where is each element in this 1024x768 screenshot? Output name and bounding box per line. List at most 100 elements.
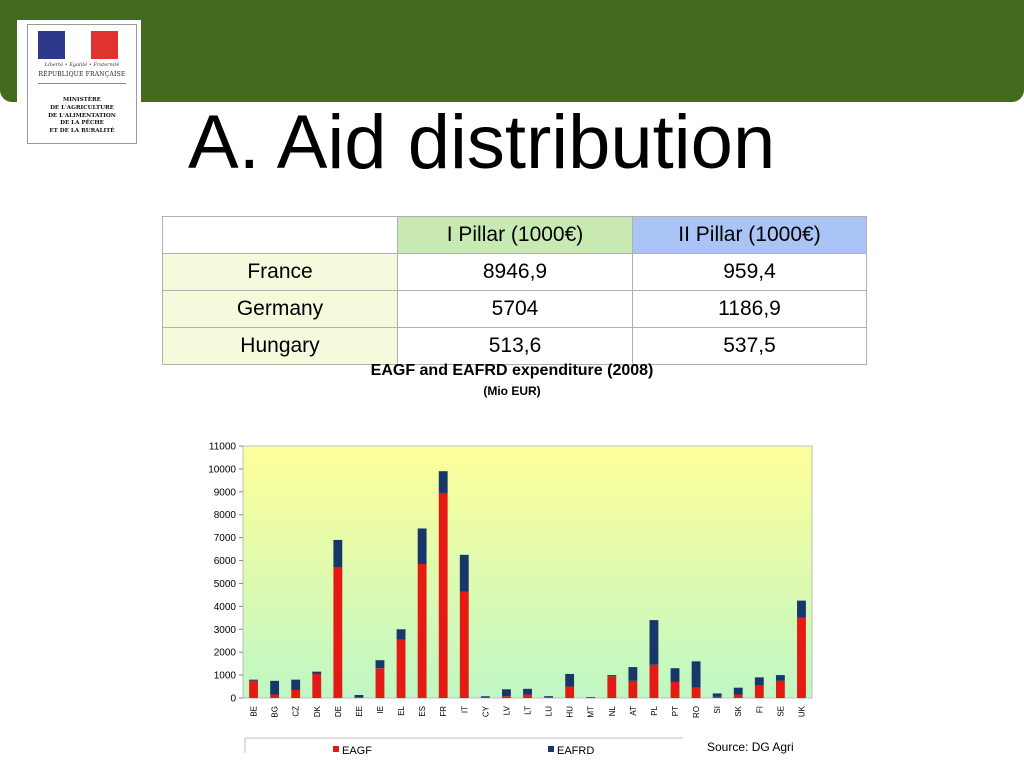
table-cell-pillar2: 537,5 — [632, 327, 867, 365]
bar-eagf-bg — [270, 694, 280, 698]
x-tick-label: AT — [629, 706, 638, 716]
x-tick-label: LV — [502, 705, 511, 715]
logo-republic: RÉPUBLIQUE FRANÇAISE — [38, 71, 126, 78]
bar-eafrd-nl — [607, 675, 617, 677]
bar-eafrd-it — [459, 554, 469, 592]
y-axis: 0 1000 2000 3000 4000 5000 6000 7000 8000 9000 100… — [208, 442, 243, 705]
x-tick-label: MT — [587, 706, 596, 718]
y-tick-label: 8000 — [214, 510, 237, 521]
bar-eagf-dk — [312, 673, 322, 698]
bar-eagf-it — [459, 591, 469, 698]
bar-eafrd-fi — [754, 677, 764, 686]
bar-eagf-hu — [565, 686, 575, 698]
bar-eagf-be — [249, 680, 258, 698]
top-banner — [0, 0, 1024, 102]
y-tick-label: 7000 — [214, 533, 237, 544]
table-row-country: France — [162, 253, 398, 291]
y-tick-label: 6000 — [214, 556, 237, 567]
x-tick-label: PL — [650, 705, 659, 715]
logo-ministry-line: DE LA PÊCHE — [60, 120, 104, 127]
table-cell-pillar1: 8946,9 — [397, 253, 633, 291]
y-tick-label: 5000 — [214, 579, 237, 590]
x-tick-label: DK — [313, 705, 322, 717]
table-cell-pillar2: 1186,9 — [632, 290, 867, 328]
plot-area — [242, 445, 813, 699]
bar-eafrd-pl — [649, 620, 659, 665]
bar-eafrd-ro — [691, 661, 701, 688]
bar-eafrd-pt — [670, 668, 680, 682]
x-tick-label: UK — [797, 705, 806, 717]
bar-eagf-pl — [649, 664, 659, 698]
x-tick-label: EL — [397, 705, 406, 715]
chart-title: EAGF and EAFRD expenditure (2008) — [370, 362, 654, 379]
y-tick-label: 1000 — [214, 671, 237, 682]
legend-swatch-eafrd — [548, 746, 554, 752]
x-tick-label: SE — [776, 706, 785, 717]
y-tick-label: 10000 — [208, 464, 236, 475]
x-tick-label: SK — [734, 705, 743, 716]
bar-eafrd-fr — [438, 471, 448, 493]
bar-eafrd-lt — [523, 688, 532, 695]
y-tick-label: 2000 — [214, 648, 237, 659]
x-tick-label: SI — [713, 706, 722, 714]
x-tick-label: BG — [271, 706, 280, 718]
x-tick-label: LT — [524, 706, 533, 715]
bar-eagf-ro — [691, 687, 701, 698]
x-tick-label: RO — [692, 706, 701, 718]
bar-eagf-si — [712, 696, 722, 698]
bar-eagf-pt — [670, 681, 680, 698]
x-tick-label: NL — [608, 705, 617, 716]
x-tick-label: ES — [418, 706, 427, 717]
logo-ministry-line: MINISTÈRE — [63, 97, 101, 103]
x-tick-label: HU — [566, 706, 575, 718]
x-tick-label: EE — [355, 706, 364, 717]
bar-eagf-nl — [607, 676, 617, 698]
bar-eagf-sk — [733, 694, 743, 698]
bar-eafrd-cy — [480, 696, 490, 697]
bar-eafrd-se — [775, 675, 785, 681]
page-title: A. Aid distribution — [188, 100, 776, 185]
bar-eafrd-cz — [291, 679, 301, 690]
y-tick-label: 0 — [230, 694, 236, 705]
bar-eafrd-lv — [502, 689, 511, 697]
bar-eafrd-el — [396, 629, 406, 640]
table-row: Germany 5704 1186,9 — [162, 290, 867, 328]
y-tick-label: 11000 — [209, 442, 237, 453]
table-cell-pillar1: 5704 — [397, 290, 633, 328]
bar-eafrd-hu — [565, 673, 575, 687]
x-tick-label: BE — [250, 706, 259, 717]
table-row: France 8946,9 959,4 — [162, 253, 867, 291]
x-tick-label: PT — [671, 706, 680, 716]
x-tick-label: IE — [376, 706, 385, 714]
table-row-country: Hungary — [162, 327, 398, 365]
legend-label-eafrd: EAFRD — [557, 745, 594, 757]
ministry-logo: Liberté • Égalité • Fraternité RÉPUBLIQU… — [17, 20, 141, 144]
bars — [249, 471, 806, 698]
bar-eagf-cz — [291, 689, 301, 698]
x-tick-label: CY — [481, 705, 490, 717]
table-header-pillar1: I Pillar (1000€) — [397, 216, 633, 254]
y-tick-label: 9000 — [214, 487, 237, 498]
bar-eafrd-ee — [354, 695, 364, 698]
bar-eagf-uk — [797, 617, 806, 698]
bar-eagf-lv — [502, 696, 511, 698]
logo-frame: Liberté • Égalité • Fraternité RÉPUBLIQU… — [27, 24, 137, 144]
bar-eafrd-bg — [270, 680, 280, 695]
bar-eagf-de — [333, 567, 343, 698]
bar-eafrd-mt — [586, 697, 596, 698]
x-tick-label: FR — [439, 706, 448, 717]
bar-eagf-se — [775, 680, 785, 698]
logo-ministry-text: MINISTÈRE DE L'AGRICULTURE DE L'ALIMENTA… — [30, 97, 134, 136]
bar-eafrd-ie — [375, 660, 385, 669]
bar-eagf-es — [417, 563, 427, 698]
y-tick-label: 4000 — [214, 602, 237, 613]
aid-table: I Pillar (1000€) II Pillar (1000€) Franc… — [162, 216, 867, 365]
bar-eafrd-uk — [797, 600, 806, 618]
logo-ministry-line: DE L'ALIMENTATION — [48, 112, 116, 119]
bar-eafrd-lu — [544, 696, 553, 698]
marianne-flag-icon — [38, 31, 118, 59]
bar-eafrd-es — [417, 528, 427, 564]
source-note: Source: DG Agri — [707, 740, 794, 754]
bar-eagf-lu — [544, 697, 553, 698]
